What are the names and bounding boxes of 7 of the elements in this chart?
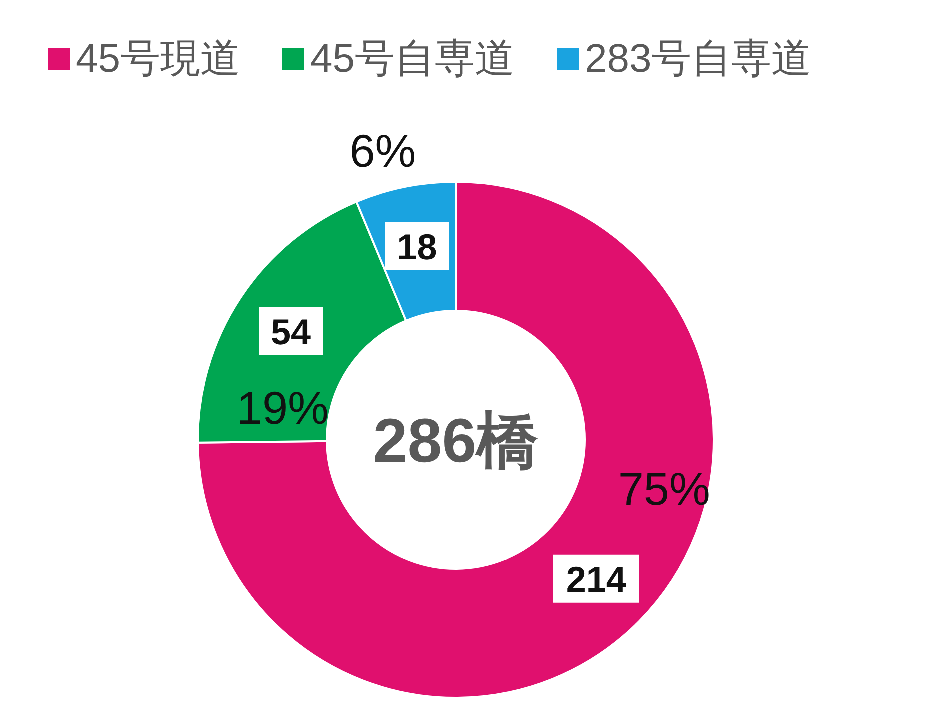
data-label: 18: [397, 226, 438, 268]
text: 19%: [236, 382, 329, 434]
data-label: 214: [566, 558, 626, 600]
text: 6%: [350, 125, 416, 178]
text: 286橋: [373, 407, 539, 476]
data-label: 54: [271, 311, 312, 352]
text: 75%: [618, 462, 710, 515]
